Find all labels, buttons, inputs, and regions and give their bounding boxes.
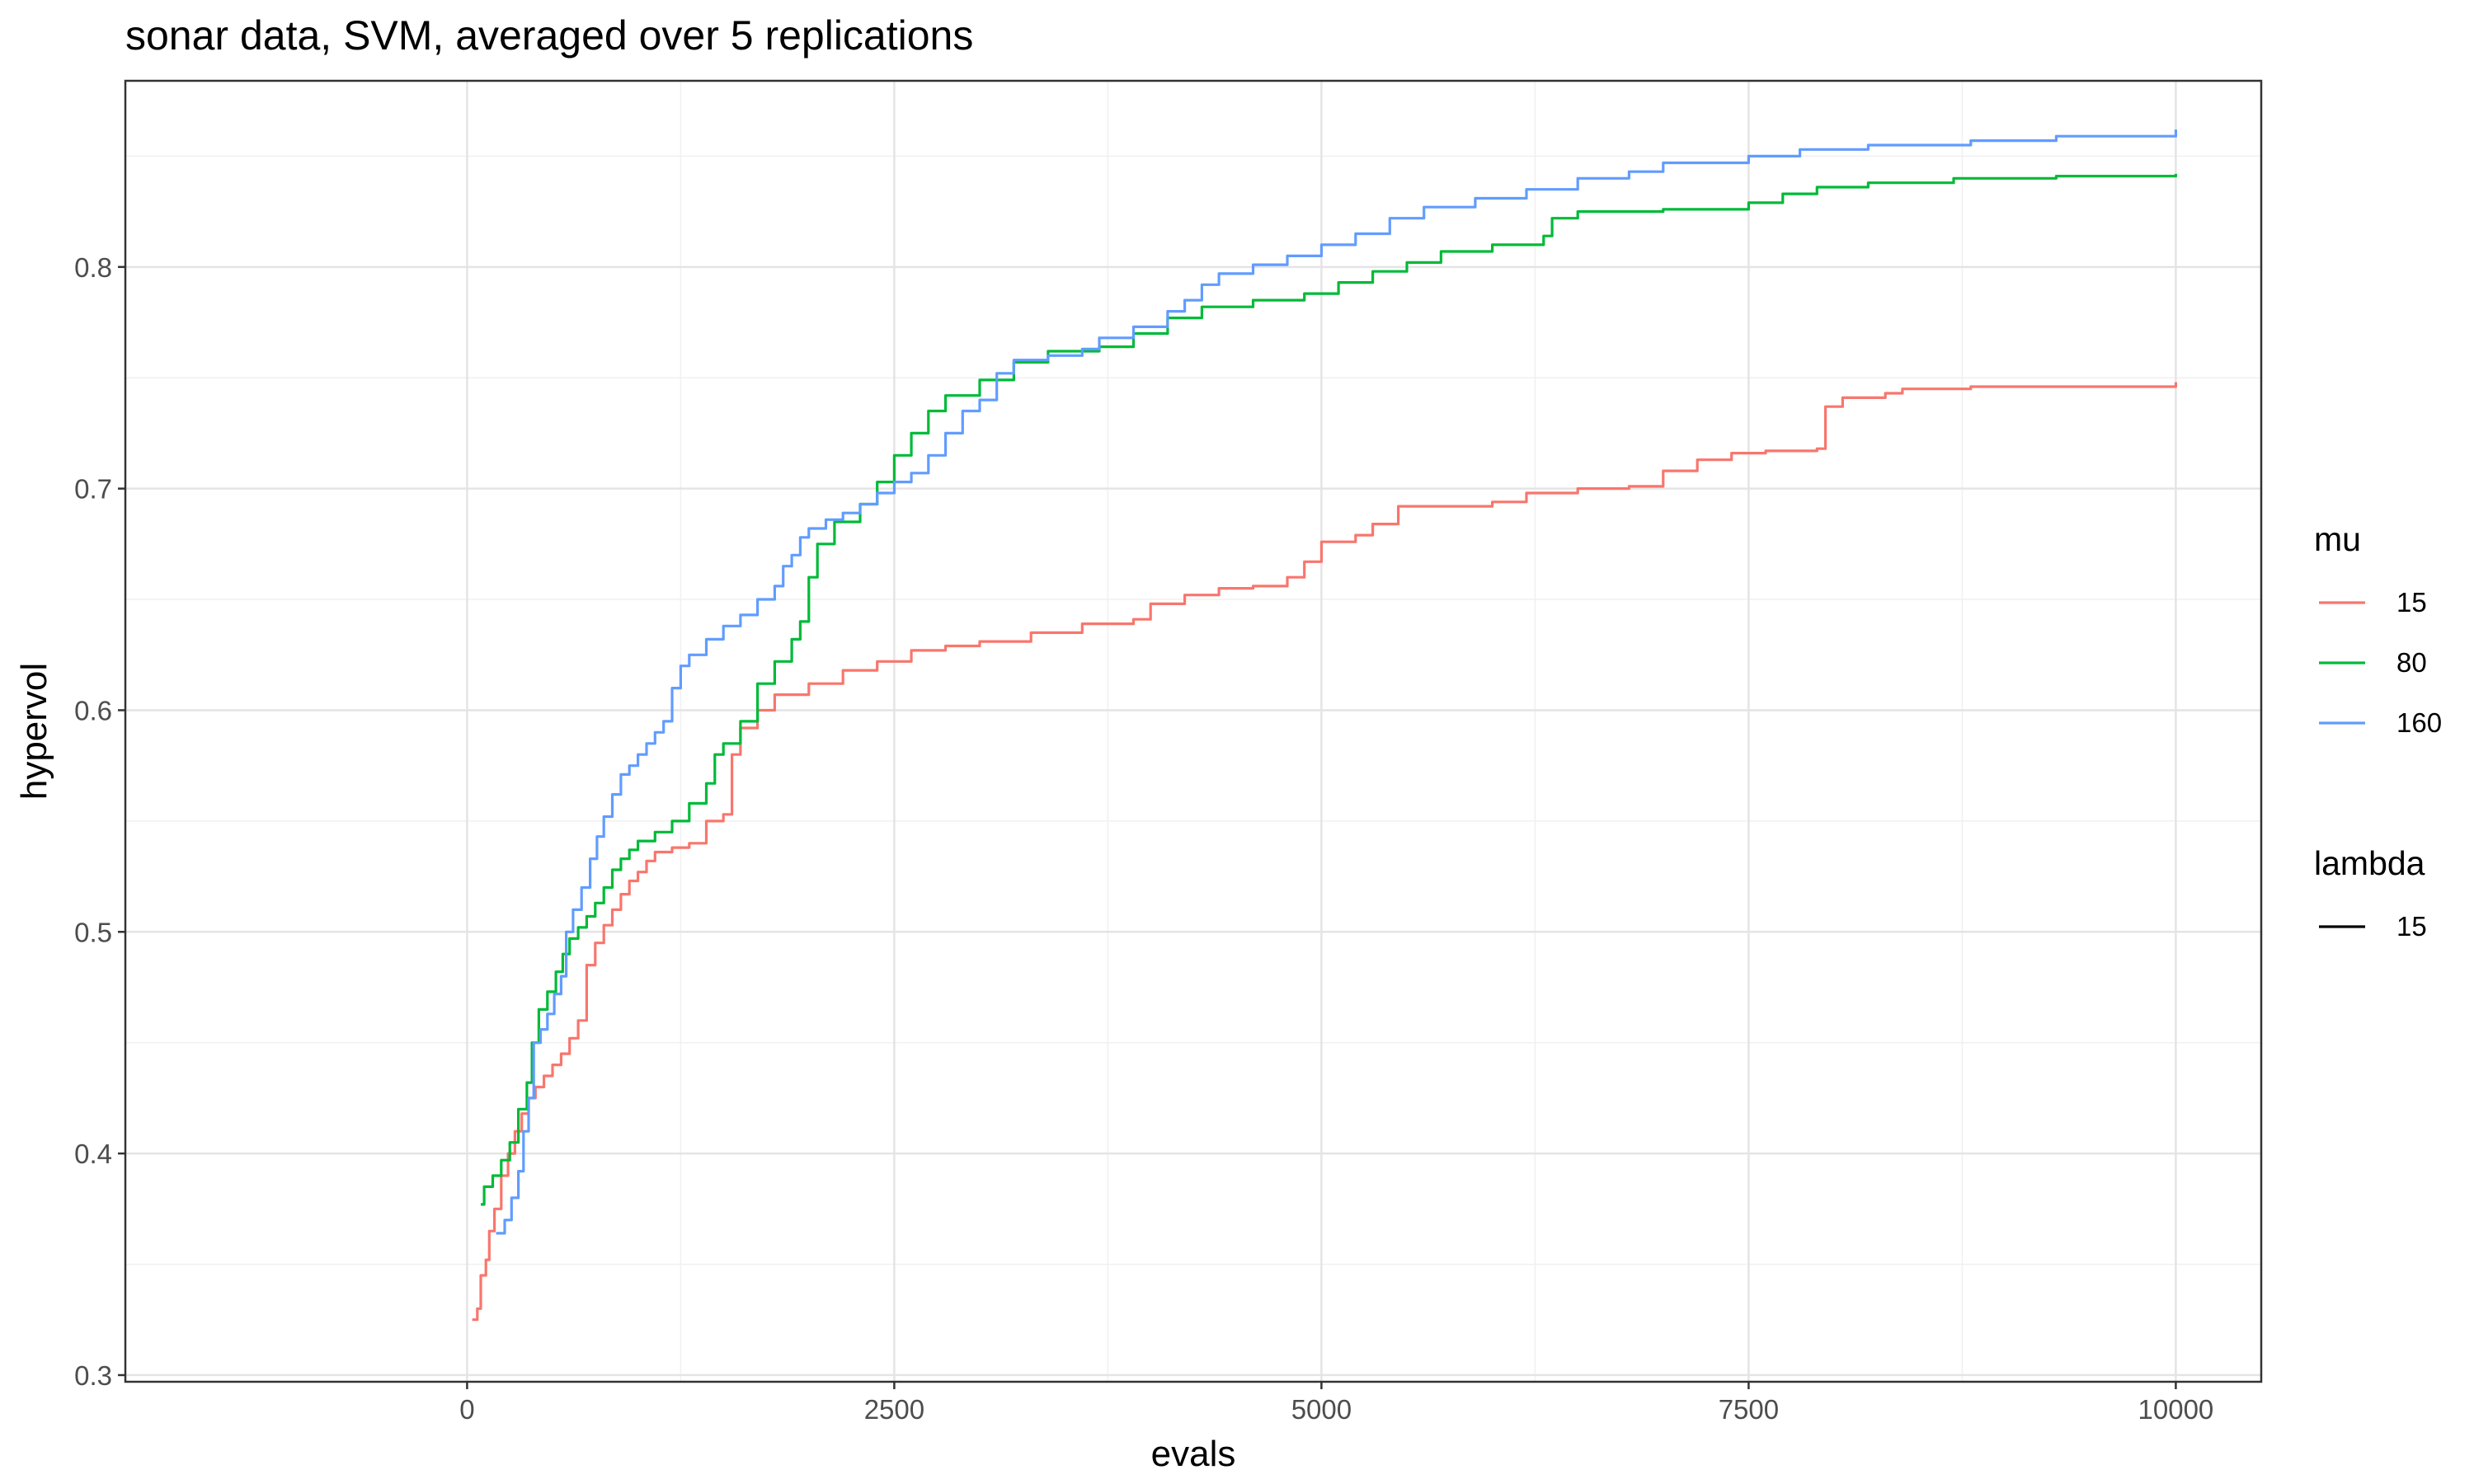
legend-title-lambda: lambda [2314,844,2425,882]
panel-border [124,79,2263,1383]
series-line-mu-80 [481,173,2177,1206]
x-axis-title: evals [1151,1434,1236,1474]
x-tick-label: 10000 [2138,1394,2214,1425]
y-tick-label: 0.8 [74,252,112,283]
legend-layer: mu 15 80 160 lambda 15 [2314,520,2442,942]
x-tick-label: 0 [459,1394,474,1425]
legend-label-mu-80: 80 [2396,647,2427,678]
chart-title: sonar data, SVM, averaged over 5 replica… [125,12,974,59]
legend-title-mu: mu [2314,520,2361,558]
legend-label-mu-15: 15 [2396,587,2427,618]
series-layer [472,129,2177,1322]
y-tick-label: 0.4 [74,1139,112,1169]
y-tick-label: 0.3 [74,1360,112,1391]
legend-label-mu-160: 160 [2396,707,2442,738]
series-line-mu-15 [472,382,2177,1322]
x-tick-label: 5000 [1291,1394,1352,1425]
x-tick-label: 7500 [1719,1394,1779,1425]
series-line-mu-160 [496,129,2177,1235]
y-tick-label: 0.6 [74,695,112,726]
y-tick-label: 0.5 [74,917,112,947]
grid-layer [125,81,2261,1382]
axis-layer: 0.3 0.4 0.5 0.6 0.7 0.8 0 2500 5000 7500 10000 [74,252,2213,1425]
y-tick-label: 0.7 [74,474,112,505]
y-axis-title: hypervol [14,663,54,800]
legend-label-lambda-15: 15 [2396,911,2427,942]
x-tick-label: 2500 [864,1394,924,1425]
